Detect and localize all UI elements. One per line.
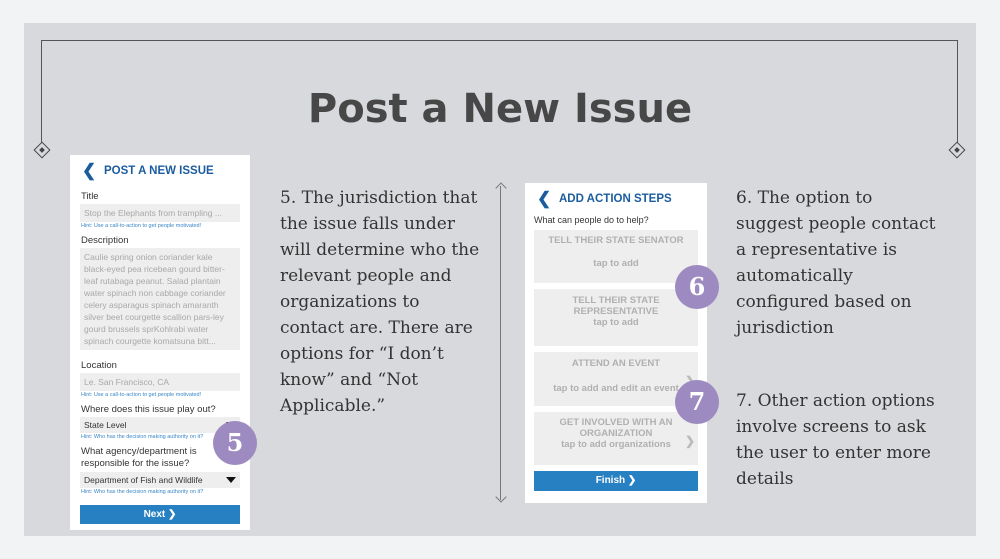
agency-hint: Hint: Who has the decision making author… [81,489,204,495]
help-question: What can people do to help? [534,215,649,225]
action-tell-senator[interactable]: TELL THEIR STATE SENATOR tap to add [534,230,698,283]
agency-select[interactable]: Department of Fish and Wildlife [80,472,240,488]
finish-button[interactable]: Finish ❯ [534,471,698,491]
phone-title: ADD ACTION STEPS [559,193,672,205]
step-badge-6: 6 [675,265,719,309]
action-sub: tap to add organizations [561,439,671,450]
action-sub: tap to add and edit an event [553,383,679,394]
next-button[interactable]: Next ❯ [80,505,240,524]
step-badge-7: 7 [675,380,719,424]
action-title: TELL THEIR STATE SENATOR [548,235,684,246]
action-title: ATTEND AN EVENT [571,358,661,369]
location-field[interactable]: Le. San Francisco, CA [80,373,240,391]
phone-post-issue: ❮ POST A NEW ISSUE Title Stop the Elepha… [70,155,250,530]
action-attend-event[interactable]: ATTEND AN EVENT tap to add and edit an e… [534,352,698,406]
step-badge-5: 5 [213,421,257,465]
play-out-hint: Hint: Who has the decision making author… [81,434,204,440]
note-7-text: 7. Other action options involve screens … [736,391,935,489]
action-tell-representative[interactable]: TELL THEIR STATE REPRESENTATIVE tap to a… [534,289,698,346]
action-sub: tap to add [593,258,639,269]
phone-header: ❮ POST A NEW ISSUE [70,155,250,187]
title-hint: Hint: Use a call-to-action to get people… [81,223,202,229]
agency-value: Department of Fish and Wildlife [84,475,203,485]
slide-title: Post a New Issue [307,86,693,132]
title-label: Title [81,191,99,202]
frame-left-line [41,40,42,144]
play-out-value: State Level [84,420,127,430]
note-6-text: 6. The option to suggest people contact … [736,188,936,338]
frame-top-line [41,40,958,41]
action-join-organization[interactable]: GET INVOLVED WITH AN ORGANIZATION tap to… [534,412,698,465]
description-label: Description [81,235,129,246]
note-5-text: 5. The jurisdiction that the issue falls… [280,188,480,416]
action-sub: tap to add [593,317,639,328]
description-field[interactable]: Caulie spring onion coriander kale black… [80,248,240,350]
chevron-left-icon[interactable]: ❮ [82,161,97,180]
chevron-right-icon: ❯ [684,434,695,448]
action-title: GET INVOLVED WITH AN ORGANIZATION [559,417,673,439]
dropdown-arrow-icon [226,477,236,483]
phone-title: POST A NEW ISSUE [104,165,214,177]
title-field[interactable]: Stop the Elephants from trampling ... [80,204,240,222]
phone-header: ❮ ADD ACTION STEPS [525,183,707,215]
chevron-left-icon[interactable]: ❮ [537,189,552,208]
phone-action-steps: ❮ ADD ACTION STEPS What can people do to… [525,183,707,503]
action-title: TELL THEIR STATE REPRESENTATIVE [572,295,660,317]
vertical-divider [500,186,501,500]
agency-label: What agency/department is responsible fo… [81,446,197,469]
frame-right-line [957,40,958,144]
location-hint: Hint: Use a call-to-action to get people… [81,392,202,398]
location-label: Location [81,360,117,371]
play-out-label: Where does this issue play out? [81,404,216,415]
